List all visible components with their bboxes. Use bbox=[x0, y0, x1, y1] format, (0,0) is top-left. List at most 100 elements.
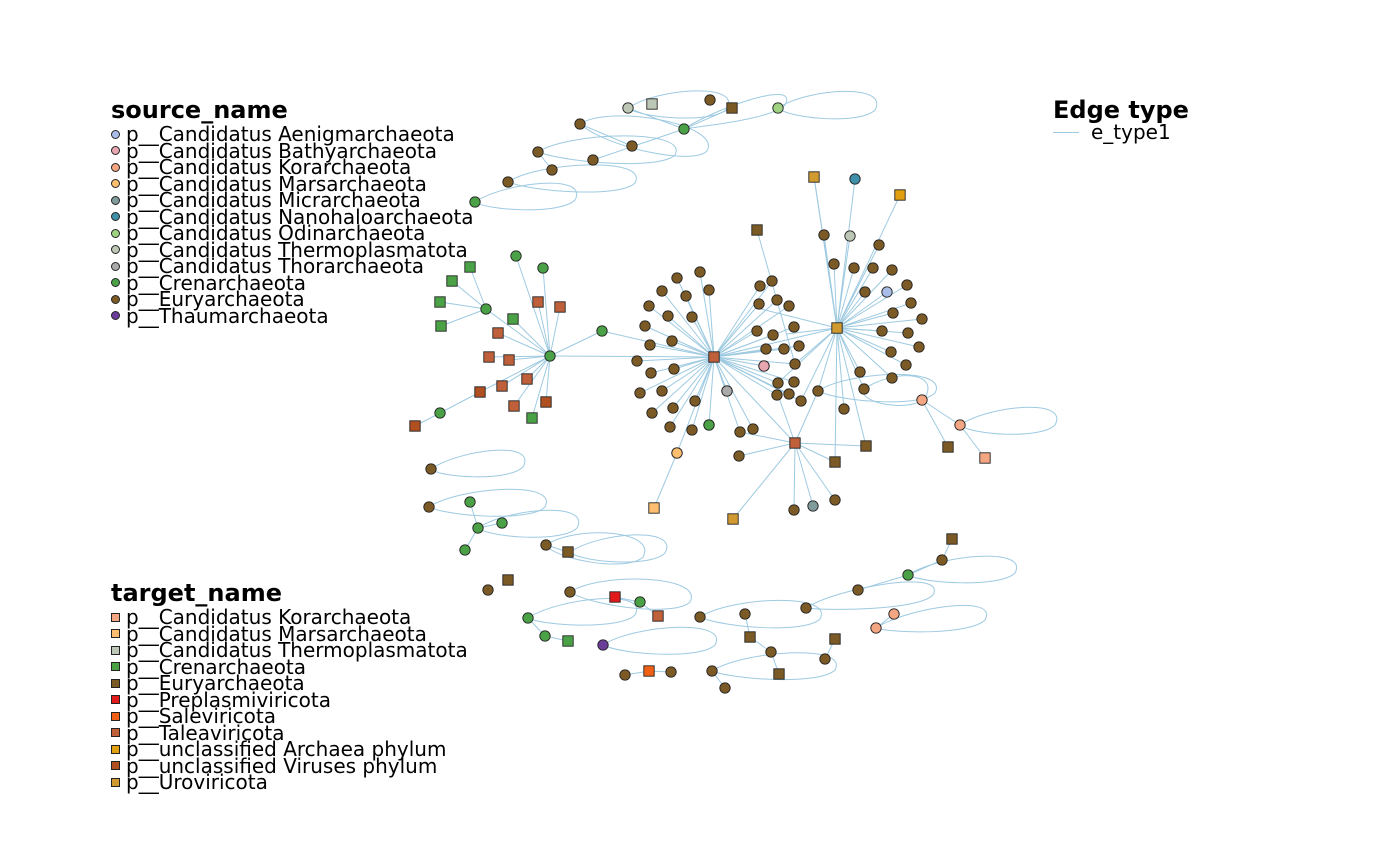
edge-type-legend: Edge type e_type1 bbox=[1053, 97, 1189, 144]
source-node bbox=[643, 300, 655, 312]
source-node bbox=[902, 327, 914, 339]
source-node bbox=[671, 272, 683, 284]
source-node bbox=[666, 335, 678, 347]
source-legend-label: p__Candidatus Bathyarchaeota bbox=[126, 138, 438, 163]
source-legend: source_name p__Candidatus Aenigmarchaeot… bbox=[111, 97, 474, 328]
target-legend-label: p__unclassified Viruses phylum bbox=[126, 753, 438, 778]
source-node bbox=[788, 321, 800, 333]
source-node bbox=[564, 586, 576, 598]
edge-line bbox=[713, 356, 728, 392]
target-node bbox=[942, 441, 954, 453]
source-legend-label: p__Candidatus Thorarchaeota bbox=[126, 254, 425, 279]
square-marker-icon bbox=[111, 645, 120, 655]
source-node bbox=[656, 285, 668, 297]
source-node bbox=[828, 258, 840, 270]
source-node bbox=[680, 290, 692, 302]
source-node bbox=[587, 154, 599, 166]
target-node bbox=[652, 610, 664, 622]
target-node bbox=[773, 668, 785, 680]
edge-line bbox=[836, 327, 920, 348]
source-legend-label: p__Candidatus Aenigmarchaeota bbox=[126, 122, 455, 147]
target-node bbox=[829, 456, 841, 468]
source-legend-label: p__Candidatus Micrarchaeota bbox=[126, 188, 421, 213]
edge-line bbox=[439, 301, 487, 310]
circle-marker-icon bbox=[111, 162, 120, 172]
source-node bbox=[656, 385, 668, 397]
edge-loop bbox=[907, 555, 1018, 584]
source-legend-item: p__Candidatus Thermoplasmatota bbox=[111, 238, 474, 262]
target-node bbox=[646, 98, 658, 110]
source-node bbox=[783, 388, 795, 400]
edge-line bbox=[836, 302, 912, 329]
source-node bbox=[818, 229, 830, 241]
target-node bbox=[492, 327, 504, 339]
edge-line bbox=[713, 356, 795, 383]
target-legend-item: p__Candidatus Korarchaeota bbox=[111, 605, 468, 629]
edge-line bbox=[549, 330, 603, 357]
source-node bbox=[686, 311, 698, 323]
source-node bbox=[639, 320, 651, 332]
source-node bbox=[733, 450, 745, 462]
source-node bbox=[734, 426, 746, 438]
target-legend-item: p__unclassified Viruses phylum bbox=[111, 754, 468, 778]
edge-loop bbox=[569, 578, 692, 610]
edge-line bbox=[497, 332, 551, 357]
source-legend-label: p__Candidatus Odinarchaeota bbox=[126, 221, 426, 246]
edge-loop bbox=[579, 115, 709, 157]
edge-line bbox=[794, 442, 836, 463]
edge-line bbox=[817, 327, 838, 392]
edge-line bbox=[794, 442, 867, 447]
edge-line bbox=[836, 327, 893, 379]
edge-line bbox=[793, 442, 796, 511]
edge-line bbox=[661, 356, 715, 392]
edge-line bbox=[836, 291, 866, 329]
source-node bbox=[619, 669, 631, 681]
source-legend-label: p__Candidatus Nanohaloarchaeota bbox=[126, 204, 474, 229]
target-node bbox=[540, 396, 552, 408]
target-legend-label: p__Candidatus Korarchaeota bbox=[126, 605, 412, 630]
source-node bbox=[829, 494, 841, 506]
edge-line bbox=[836, 267, 855, 329]
edge-line bbox=[836, 244, 880, 329]
edge-line bbox=[836, 312, 894, 329]
edge-loop bbox=[683, 94, 788, 130]
edge-loop bbox=[875, 604, 988, 633]
edge-line bbox=[907, 559, 943, 576]
edge-line bbox=[777, 327, 838, 384]
source-node bbox=[819, 653, 831, 665]
target-node bbox=[554, 301, 566, 313]
edge-line bbox=[836, 194, 901, 329]
edge-line bbox=[732, 442, 796, 520]
edge-line bbox=[833, 263, 838, 329]
source-node bbox=[622, 102, 634, 114]
source-legend-label: p__Candidatus Marsarchaeota bbox=[126, 171, 427, 196]
source-node bbox=[751, 325, 763, 337]
edge-line bbox=[785, 327, 838, 335]
target-node bbox=[708, 351, 720, 363]
source-legend-item: p__Candidatus Bathyarchaeota bbox=[111, 139, 474, 163]
edge-line bbox=[685, 295, 715, 358]
source-node bbox=[631, 355, 643, 367]
target-node bbox=[979, 452, 991, 464]
edge-line bbox=[451, 280, 487, 310]
edge-line bbox=[661, 290, 715, 358]
edge-line bbox=[672, 356, 715, 409]
source-node bbox=[905, 297, 917, 309]
circle-marker-icon bbox=[111, 245, 120, 255]
source-node bbox=[901, 279, 913, 291]
source-node bbox=[873, 239, 885, 251]
target-node bbox=[831, 322, 843, 334]
edge-line bbox=[627, 107, 685, 130]
edge-line bbox=[794, 442, 814, 507]
edge-line bbox=[683, 107, 733, 130]
source-node bbox=[754, 280, 766, 292]
source-legend-item: p__Crenarchaeota bbox=[111, 271, 474, 295]
edge-line bbox=[777, 394, 796, 444]
target-node bbox=[727, 513, 739, 525]
target-node bbox=[496, 380, 508, 392]
source-node bbox=[913, 341, 925, 353]
target-legend-item: p__Preplasmiviricota bbox=[111, 688, 468, 712]
target-node bbox=[808, 171, 820, 183]
edge-line bbox=[836, 291, 888, 329]
